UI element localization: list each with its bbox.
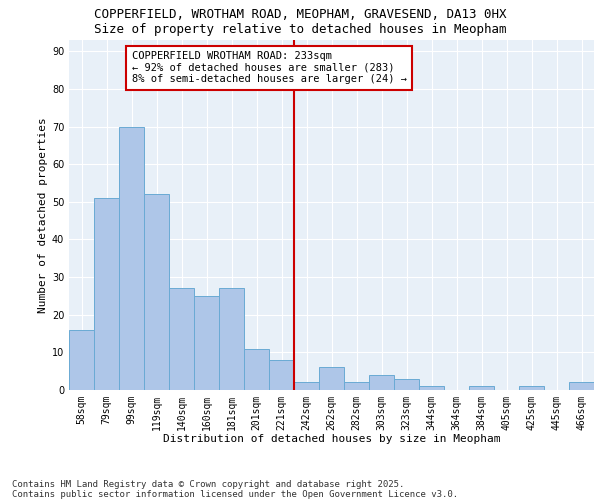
Bar xyxy=(519,386,544,390)
Text: COPPERFIELD WROTHAM ROAD: 233sqm
← 92% of detached houses are smaller (283)
8% o: COPPERFIELD WROTHAM ROAD: 233sqm ← 92% o… xyxy=(131,52,407,84)
Bar xyxy=(94,198,119,390)
Bar xyxy=(144,194,169,390)
Bar xyxy=(194,296,219,390)
X-axis label: Distribution of detached houses by size in Meopham: Distribution of detached houses by size … xyxy=(163,434,500,444)
Bar xyxy=(469,386,494,390)
Bar xyxy=(269,360,294,390)
Bar xyxy=(119,126,144,390)
Text: Size of property relative to detached houses in Meopham: Size of property relative to detached ho… xyxy=(94,22,506,36)
Bar xyxy=(344,382,369,390)
Bar xyxy=(319,368,344,390)
Bar xyxy=(394,378,419,390)
Text: COPPERFIELD, WROTHAM ROAD, MEOPHAM, GRAVESEND, DA13 0HX: COPPERFIELD, WROTHAM ROAD, MEOPHAM, GRAV… xyxy=(94,8,506,20)
Bar xyxy=(369,375,394,390)
Bar xyxy=(219,288,244,390)
Bar xyxy=(69,330,94,390)
Bar xyxy=(419,386,444,390)
Text: Contains HM Land Registry data © Crown copyright and database right 2025.
Contai: Contains HM Land Registry data © Crown c… xyxy=(12,480,458,499)
Bar xyxy=(294,382,319,390)
Y-axis label: Number of detached properties: Number of detached properties xyxy=(38,117,47,313)
Bar xyxy=(244,348,269,390)
Bar xyxy=(169,288,194,390)
Bar xyxy=(569,382,594,390)
